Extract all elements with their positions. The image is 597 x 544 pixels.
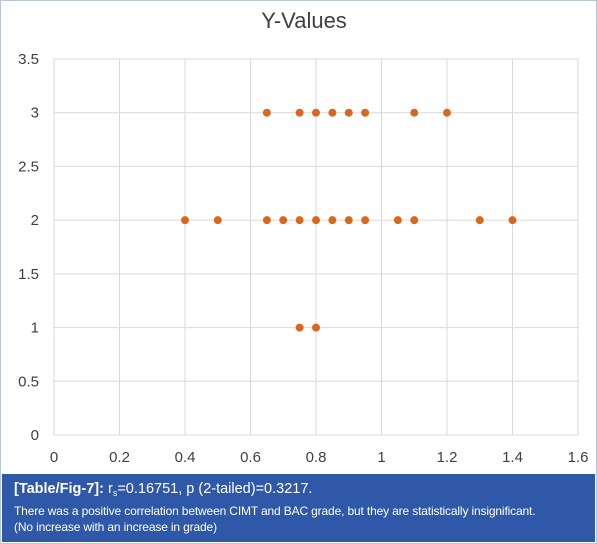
x-tick-label: 1.4 — [502, 449, 523, 466]
data-point — [344, 108, 353, 117]
caption-line-stats: [Table/Fig-7]: rs=0.16751, p (2-tailed)=… — [14, 480, 587, 503]
data-point — [312, 323, 320, 332]
data-point — [344, 216, 353, 225]
data-point — [262, 108, 271, 117]
x-tick-label: 0.8 — [306, 449, 327, 466]
data-point — [279, 216, 288, 225]
data-point — [295, 108, 304, 117]
data-point — [361, 216, 370, 225]
data-point — [410, 216, 419, 225]
scatter-chart: 0 0.2 0.4 0.6 0.8 1 1.2 1.4 1.6 0 0.5 1 1.5 2 2.5 3 3.5… — [18, 8, 589, 466]
y-tick-label: 2.5 — [18, 158, 39, 175]
y-tick-label: 3.5 — [18, 51, 39, 68]
x-tick-label: 0.2 — [109, 449, 130, 466]
x-tick-label: 1 — [377, 449, 385, 466]
x-tick-label: 0.6 — [240, 449, 261, 466]
stat-r: r — [107, 481, 113, 497]
y-tick-label: 2 — [31, 212, 39, 229]
caption-line-description: There was a positive correlation between… — [14, 504, 536, 518]
data-point — [213, 216, 222, 225]
caption-line-note: (No increase with an increase in grade) — [14, 520, 217, 534]
data-point — [312, 108, 320, 117]
caption-label: [Table/Fig-7]: — [14, 481, 104, 497]
x-tick-label: 1.6 — [568, 449, 589, 466]
x-tick-label: 0.4 — [175, 449, 196, 466]
data-point — [312, 216, 320, 225]
data-point — [443, 108, 451, 117]
stat-values: =0.16751, p (2-tailed)=0.3217. — [117, 481, 313, 497]
x-tick-labels: 0 0.2 0.4 0.6 0.8 1 1.2 1.4 1.6 — [50, 449, 589, 466]
x-tick-label: 0 — [50, 449, 58, 466]
data-point — [328, 108, 337, 117]
chart-title: Y-Values — [261, 8, 347, 33]
data-point — [361, 108, 370, 117]
data-point — [181, 216, 189, 225]
data-point — [475, 216, 484, 225]
data-point — [295, 323, 304, 332]
data-point — [393, 216, 402, 225]
y-tick-label: 1 — [31, 320, 39, 337]
data-point — [295, 216, 304, 225]
y-tick-labels: 0 0.5 1 1.5 2 2.5 3 3.5 — [18, 51, 39, 444]
figure-caption: [Table/Fig-7]: rs=0.16751, p (2-tailed)=… — [2, 474, 595, 542]
y-tick-label: 0.5 — [18, 373, 39, 390]
data-points — [181, 108, 517, 332]
data-point — [508, 216, 517, 225]
y-tick-label: 0 — [31, 427, 39, 444]
y-tick-label: 1.5 — [18, 266, 39, 283]
y-tick-label: 3 — [31, 105, 39, 122]
data-point — [262, 216, 271, 225]
stat-r-subscript: s — [112, 488, 118, 498]
x-tick-label: 1.2 — [437, 449, 458, 466]
data-point — [328, 216, 337, 225]
data-point — [410, 108, 419, 117]
